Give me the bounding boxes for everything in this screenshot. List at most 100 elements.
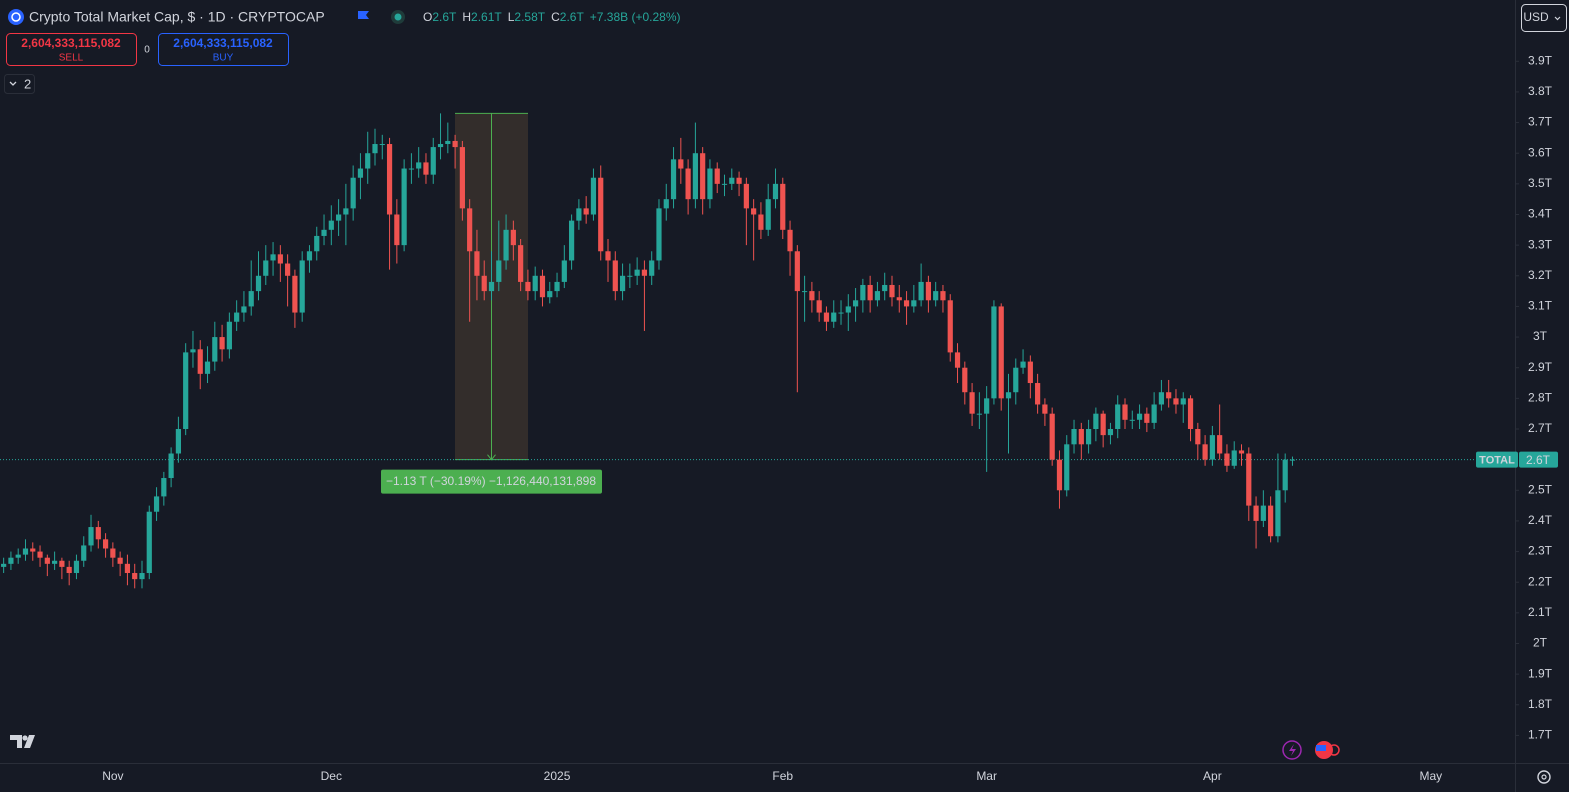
candle-body: [765, 199, 771, 230]
candle-body: [619, 275, 626, 292]
candle-body: [1, 563, 7, 567]
flag-part: [1316, 745, 1326, 751]
buy-button[interactable]: [158, 33, 289, 66]
spread: 0: [144, 45, 150, 56]
y-tick-label: 3T: [1533, 329, 1548, 343]
candle-body: [37, 551, 43, 558]
symbol-title[interactable]: Crypto Total Market Cap, $ · 1D · CRYPTO…: [29, 9, 325, 25]
candle-body: [787, 229, 793, 252]
events-icon[interactable]: [1282, 740, 1302, 760]
bolt: [1289, 744, 1296, 756]
indicators-toggle[interactable]: [4, 74, 35, 94]
candle-body: [969, 392, 975, 414]
candle-body: [226, 321, 232, 350]
candle-body: [22, 548, 29, 555]
candle-body: [1209, 435, 1215, 460]
status-dot: [394, 13, 402, 21]
y-tick-label: 2.8T: [1528, 391, 1553, 405]
candle-body: [204, 361, 211, 374]
candle-body: [1260, 505, 1266, 521]
candle-body: [838, 312, 844, 314]
ohlc-key: C: [551, 10, 560, 24]
candle-body: [321, 229, 327, 236]
candle-body: [124, 563, 131, 574]
candle-body: [379, 144, 385, 146]
candle-body: [430, 147, 436, 175]
candle-body: [1093, 413, 1099, 429]
candle-body: [52, 560, 58, 564]
y-tick-label: 2.1T: [1528, 605, 1553, 619]
candle-body: [1107, 428, 1114, 436]
candle-body: [743, 183, 749, 209]
candle-body: [350, 177, 356, 209]
candle-body: [984, 398, 990, 414]
candle-body: [1122, 404, 1128, 420]
candle-body: [700, 153, 706, 200]
candle-body: [627, 275, 633, 277]
candle-body: [925, 281, 931, 301]
candle-body: [1013, 367, 1019, 393]
candle-body: [831, 312, 837, 322]
candle-body: [692, 153, 698, 200]
candle-body: [998, 306, 1004, 399]
buy-price: 2,604,333,115,082: [173, 36, 273, 50]
candle-body: [175, 428, 181, 454]
candle-body: [445, 140, 451, 145]
candle-body: [328, 220, 334, 230]
candle-body: [452, 140, 458, 148]
ohlc-key: H: [462, 10, 471, 24]
candle-body: [729, 177, 735, 184]
candle-body: [168, 453, 174, 479]
x-tick-label: Apr: [1203, 769, 1222, 783]
candle-body: [459, 147, 465, 209]
candle-body: [1115, 404, 1121, 429]
y-tick-label: 2.7T: [1528, 421, 1553, 435]
candle-body: [8, 557, 14, 564]
flag-ring: [1328, 744, 1340, 756]
candle-body: [590, 177, 597, 215]
candle-body: [1035, 383, 1041, 405]
last-price-name-bg: [1476, 451, 1518, 468]
logo-dot: [22, 735, 28, 741]
candle-body: [161, 478, 167, 497]
flag-icon[interactable]: [358, 11, 369, 19]
currency-label: USD: [1523, 10, 1549, 24]
candle-body: [670, 159, 677, 200]
measure-label: −1.13 T (−30.19%) −1,126,440,131,898: [386, 474, 596, 488]
ohlc-key: O: [423, 10, 432, 24]
candle-body: [66, 566, 72, 574]
logo[interactable]: [10, 735, 35, 748]
candle-body: [110, 548, 116, 558]
measure-label-bg: [381, 469, 602, 494]
candle-body: [576, 208, 582, 221]
candle-body: [59, 560, 65, 567]
candle-body: [183, 352, 189, 429]
candle-body: [292, 275, 298, 313]
x-tick-label: 2025: [544, 769, 571, 783]
currency-button[interactable]: [1521, 4, 1567, 32]
candle-body: [95, 527, 101, 540]
candle-body: [343, 208, 349, 215]
candle-body: [102, 539, 109, 549]
last-price-name: TOTAL: [1479, 455, 1515, 467]
candle-body: [954, 352, 961, 368]
ohlc-key: L: [508, 10, 515, 24]
settings-icon[interactable]: [1537, 770, 1551, 784]
candle-body: [721, 183, 728, 185]
y-tick-label: 2T: [1533, 636, 1548, 650]
y-tick-label: 2.4T: [1528, 513, 1553, 527]
candle-body: [234, 312, 240, 322]
chevron: [9, 81, 17, 86]
candle-body: [408, 168, 415, 170]
candle-body: [663, 199, 669, 209]
candle-body: [270, 254, 276, 261]
candle-body: [649, 260, 655, 276]
candle-body: [845, 306, 851, 313]
candle-body: [467, 208, 473, 252]
ohlc-value: 2.6T: [432, 10, 457, 24]
candle-body: [1173, 398, 1179, 405]
candle-body: [335, 214, 342, 221]
y-tick-label: 3.8T: [1528, 84, 1553, 98]
candle-body: [117, 557, 123, 564]
sell-button[interactable]: [6, 33, 137, 66]
